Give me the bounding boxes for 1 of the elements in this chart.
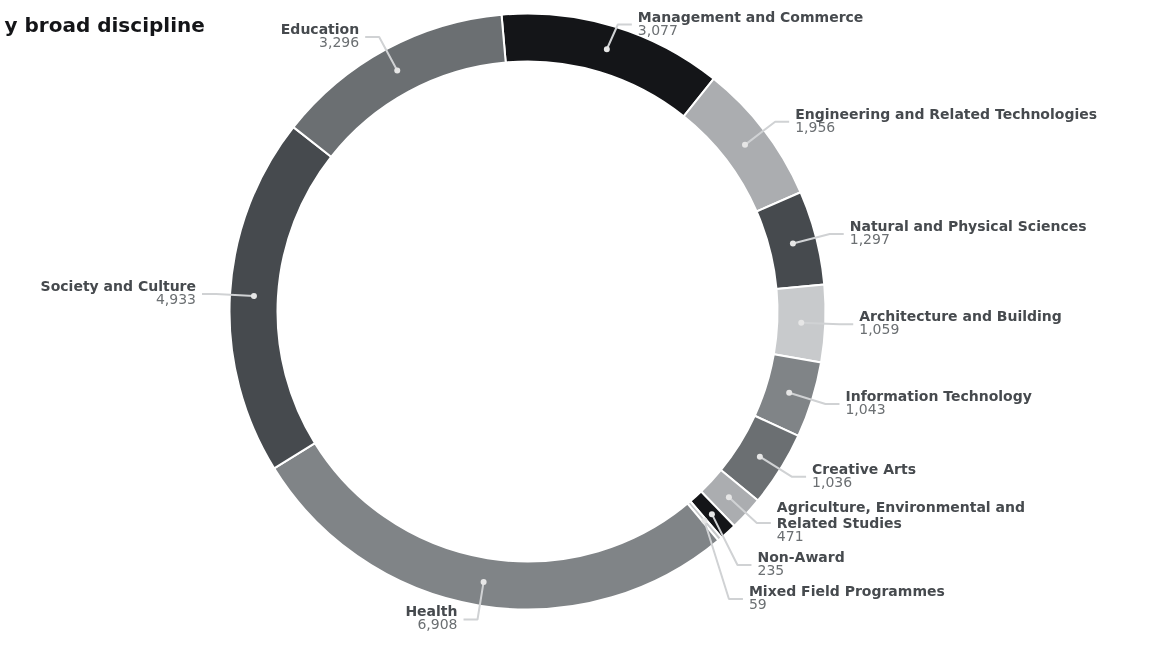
chart-title: y broad discipline	[4, 12, 205, 37]
